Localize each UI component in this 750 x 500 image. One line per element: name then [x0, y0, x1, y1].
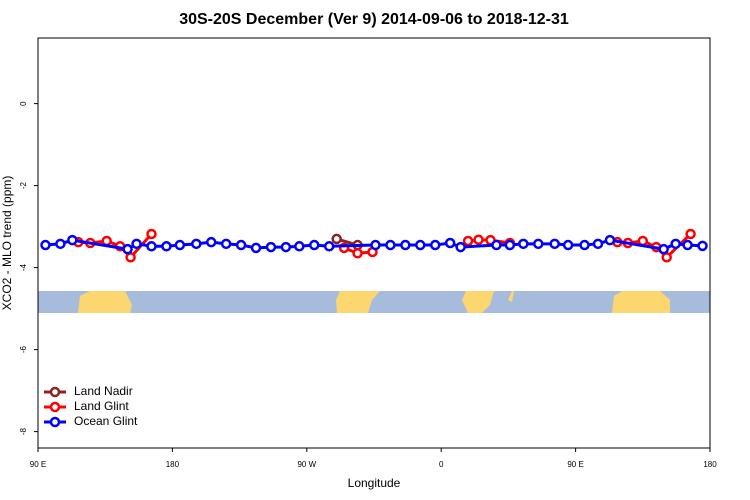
data-point	[220, 238, 232, 250]
data-point	[309, 239, 320, 251]
y-tick-label: -4	[19, 263, 28, 271]
data-point	[549, 238, 560, 250]
data-point	[385, 239, 396, 251]
y-tick-label: -8	[19, 427, 28, 435]
land	[78, 291, 132, 313]
land	[462, 291, 494, 313]
data-point	[685, 228, 696, 240]
data-point	[682, 239, 693, 251]
legend-swatch	[49, 386, 61, 398]
data-point	[579, 239, 590, 251]
plot-frame	[37, 37, 711, 449]
data-point	[122, 243, 133, 255]
data-point	[294, 241, 305, 252]
ocean	[38, 291, 710, 313]
data-point	[429, 239, 441, 251]
x-tick-label: 180	[703, 460, 717, 469]
x-tick-label: 180	[166, 460, 180, 469]
x-tick-label: 90 E	[30, 460, 46, 469]
data-point	[661, 252, 672, 263]
data-point	[67, 234, 78, 246]
data-point	[533, 238, 544, 250]
data-point	[323, 241, 335, 252]
data-point	[235, 239, 247, 251]
x-axis-label: Longitude	[348, 476, 401, 490]
data-point	[370, 239, 381, 251]
data-point	[101, 235, 112, 247]
data-point	[444, 237, 456, 249]
data-point	[131, 238, 142, 250]
data-point	[146, 241, 157, 252]
data-point	[592, 238, 604, 250]
data-point	[250, 242, 262, 254]
data-point	[191, 238, 202, 250]
land	[612, 291, 670, 313]
data-point	[146, 228, 157, 240]
chart-title: 30S-20S December (Ver 9) 2014-09-06 to 2…	[179, 11, 569, 28]
data-point	[455, 241, 466, 253]
data-point	[40, 239, 51, 251]
x-tick-label: 0	[439, 460, 444, 469]
y-axis-label: XCO2 - MLO trend (ppm)	[0, 176, 14, 311]
legend-label: Land Glint	[74, 399, 129, 413]
data-point	[280, 241, 292, 253]
land	[336, 291, 380, 313]
legend-swatch	[49, 401, 61, 413]
data-point	[125, 252, 136, 263]
data-point	[55, 238, 66, 250]
data-point	[161, 241, 172, 252]
data-point	[174, 239, 186, 251]
x-tick-label: 90 E	[567, 460, 583, 469]
data-point	[400, 239, 411, 251]
y-tick-label: -2	[19, 181, 28, 189]
legend-label: Land Nadir	[74, 384, 133, 398]
data-point	[562, 239, 574, 251]
data-point	[205, 236, 217, 248]
data-point	[462, 235, 474, 247]
y-tick-label: 0	[19, 101, 28, 106]
data-point	[697, 240, 708, 252]
map-strip	[38, 291, 710, 313]
y-tick-label: -6	[19, 345, 28, 353]
data-point	[518, 238, 529, 250]
data-point	[670, 238, 681, 250]
legend-label: Ocean Glint	[74, 414, 138, 428]
data-point	[504, 239, 516, 251]
legend-swatch	[49, 416, 61, 428]
data-point	[352, 248, 363, 259]
data-point	[473, 234, 484, 245]
data-point	[604, 234, 616, 246]
data-point	[331, 233, 342, 245]
data-point	[265, 241, 277, 253]
data-point	[491, 239, 502, 251]
data-point	[415, 239, 426, 251]
x-tick-label: 90 W	[297, 460, 316, 469]
land	[508, 291, 514, 302]
data-point	[658, 243, 669, 255]
